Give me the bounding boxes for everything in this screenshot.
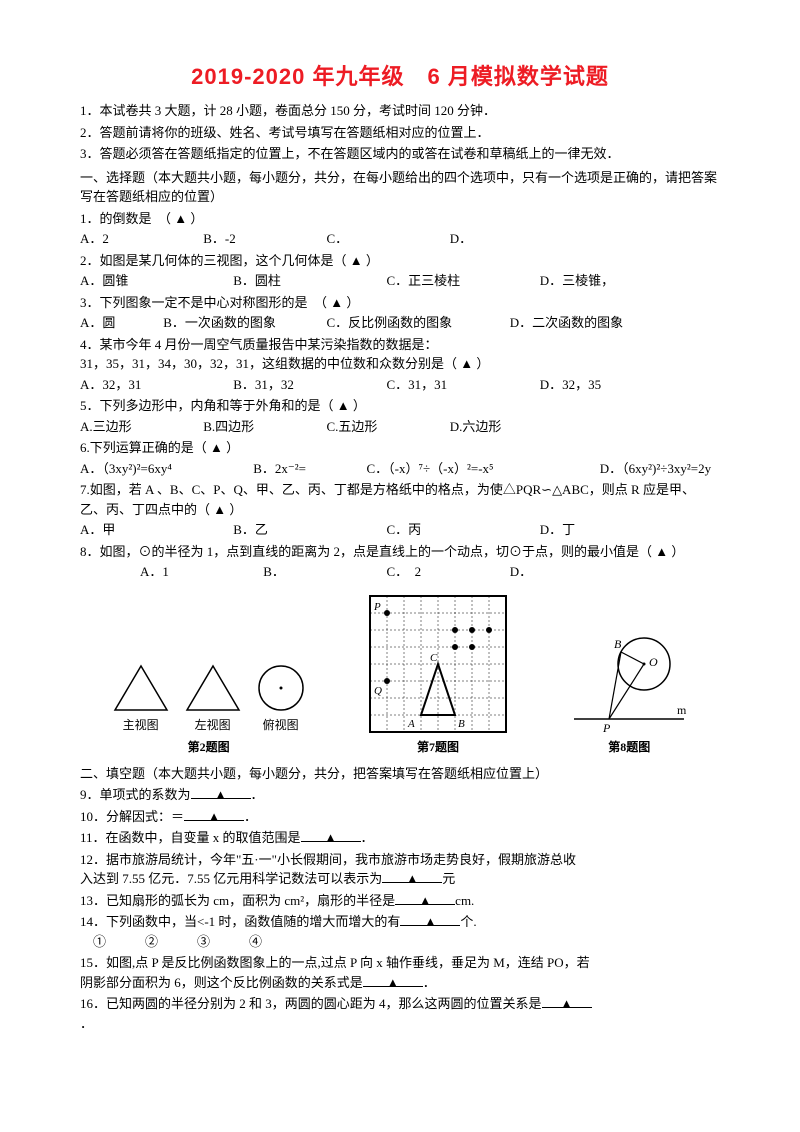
grid-figure-icon: P Q C A B	[368, 594, 508, 734]
q4-a: A．32，31	[80, 375, 230, 395]
question-5: 5．下列多边形中，内角和等于外角和的是（ ▲ ）	[80, 396, 720, 416]
circle-tangent-figure-icon: B O P m	[569, 634, 689, 734]
blank-10: ▲	[184, 807, 244, 821]
q6-a: A．（3xy²)²=6xy⁴	[80, 459, 250, 479]
q5-a: A.三边形	[80, 417, 200, 437]
q3-c: C．反比例函数的图象	[327, 313, 507, 333]
q8-b: B．	[263, 562, 383, 582]
q3-d: D．二次函数的图象	[510, 313, 623, 333]
blank-15: ▲	[363, 973, 423, 987]
left-view-label: 左视图	[195, 716, 231, 734]
q5-d: D.六边形	[450, 417, 570, 437]
question-10: 10．分解因式：＝▲．	[80, 807, 720, 827]
svg-text:B: B	[614, 637, 622, 651]
q7-c: C．丙	[387, 520, 537, 540]
figure-2-caption: 第2题图	[188, 738, 230, 756]
question-4-line2: 31，35，31，34，30，32，31，这组数据的中位数和众数分别是（ ▲ ）	[80, 354, 720, 374]
question-8-options: A．1 B． C． 2 D．	[80, 562, 720, 582]
question-11: 11．在函数中，自变量 x 的取值范围是▲．	[80, 828, 720, 848]
question-8: 8．如图，⊙的半径为 1，点到直线的距离为 2，点是直线上的一个动点，切⊙于点，…	[80, 542, 720, 562]
blank-16: ▲	[542, 994, 592, 1008]
circle-top-view-icon	[255, 662, 307, 714]
main-view-label: 主视图	[123, 716, 159, 734]
section-2-header: 二、填空题（本大题共小题，每小题分，共分，把答案填写在答题纸相应位置上）	[80, 764, 720, 784]
instruction-2: 2．答题前请将你的班级、姓名、考试号填写在答题纸相对应的位置上．	[80, 123, 720, 143]
q7-a: A．甲	[80, 520, 230, 540]
question-16: 16．已知两圆的半径分别为 2 和 3，两圆的圆心距为 4，那么这两圆的位置关系…	[80, 994, 720, 1033]
q6-b: B．2x⁻²=	[253, 459, 363, 479]
question-12: 12．据市旅游局统计，今年"五·一"小长假期间，我市旅游市场走势良好，假期旅游总…	[80, 850, 720, 889]
question-3: 3．下列图象一定不是中心对称图形的是 （ ▲ ）	[80, 293, 720, 313]
blank-9: ▲	[191, 785, 251, 799]
question-13: 13．已知扇形的弧长为 cm，面积为 cm²，扇形的半径是▲cm.	[80, 891, 720, 911]
q3-a: A．圆	[80, 313, 160, 333]
section-1-header: 一、选择题（本大题共小题，每小题分，共分，在每小题给出的四个选项中，只有一个选项…	[80, 168, 720, 207]
triangle-main-view-icon	[111, 662, 171, 714]
blank-12: ▲	[382, 869, 442, 883]
svg-text:m: m	[677, 703, 687, 717]
q5-b: B.四边形	[203, 417, 323, 437]
question-9: 9．单项式的系数为▲．	[80, 785, 720, 805]
q2-c: C．正三棱柱	[387, 271, 537, 291]
q1-c: C．	[327, 229, 447, 249]
figure-7-caption: 第7题图	[417, 738, 459, 756]
svg-text:Q: Q	[374, 685, 382, 697]
question-14: 14．下列函数中，当<-1 时，函数值随的增大而增大的有▲个. ① ② ③ ④	[80, 912, 720, 951]
q1-d: D．	[450, 229, 570, 249]
q7-b: B．乙	[233, 520, 383, 540]
q1-a: A．2	[80, 229, 200, 249]
q4-c: C．31，31	[387, 375, 537, 395]
question-15: 15．如图,点 P 是反比例函数图象上的一点,过点 P 向 x 轴作垂线，垂足为…	[80, 953, 720, 992]
figures-row: 主视图 左视图 俯视图 第2题图	[80, 594, 720, 756]
figure-2-group: 主视图 左视图 俯视图 第2题图	[111, 662, 307, 756]
triangle-left-view-icon	[183, 662, 243, 714]
question-6-options: A．（3xy²)²=6xy⁴ B．2x⁻²= C．（-x）⁷÷（-x）²=-x⁵…	[80, 459, 720, 479]
q6-c: C．（-x）⁷÷（-x）²=-x⁵	[367, 459, 597, 479]
question-2-options: A．圆锥 B．圆柱 C．正三棱柱 D．三棱锥，	[80, 271, 720, 291]
figure-8-group: B O P m 第8题图	[569, 634, 689, 756]
q7-d: D．丁	[540, 520, 690, 540]
figure-8-caption: 第8题图	[608, 738, 650, 756]
top-view-label: 俯视图	[263, 716, 299, 734]
q2-d: D．三棱锥，	[540, 271, 690, 291]
q4-d: D．32，35	[540, 375, 690, 395]
instruction-3: 3．答题必须答在答题纸指定的位置上，不在答题区域内的或答在试卷和草稿纸上的一律无…	[80, 144, 720, 164]
question-2: 2．如图是某几何体的三视图，这个几何体是（ ▲ ）	[80, 251, 720, 271]
blank-11: ▲	[301, 828, 361, 842]
question-4-line1: 4．某市今年 4 月份一周空气质量报告中某污染指数的数据是：	[80, 335, 720, 355]
q8-a: A．1	[140, 562, 260, 582]
svg-text:A: A	[407, 718, 415, 730]
svg-text:C: C	[430, 652, 438, 664]
q8-c: C． 2	[387, 562, 507, 582]
svg-text:O: O	[649, 655, 658, 669]
question-3-options: A．圆 B．一次函数的图象 C．反比例函数的图象 D．二次函数的图象	[80, 313, 720, 333]
question-7-options: A．甲 B．乙 C．丙 D．丁	[80, 520, 720, 540]
page-title: 2019-2020 年九年级 6 月模拟数学试题	[80, 60, 720, 93]
blank-13: ▲	[395, 891, 455, 905]
question-5-options: A.三边形 B.四边形 C.五边形 D.六边形	[80, 417, 720, 437]
question-6: 6.下列运算正确的是（ ▲ ）	[80, 438, 720, 458]
question-4-options: A．32，31 B．31，32 C．31，31 D．32，35	[80, 375, 720, 395]
q2-a: A．圆锥	[80, 271, 230, 291]
q4-b: B．31，32	[233, 375, 383, 395]
q1-b: B．-2	[203, 229, 323, 249]
figure-7-group: P Q C A B 第7题图	[368, 594, 508, 756]
q3-b: B．一次函数的图象	[163, 313, 323, 333]
question-1-options: A．2 B．-2 C． D．	[80, 229, 720, 249]
q8-d: D．	[510, 562, 630, 582]
blank-14: ▲	[400, 912, 460, 926]
svg-text:B: B	[458, 718, 465, 730]
question-1: 1．的倒数是 （ ▲ ）	[80, 209, 720, 229]
instruction-1: 1．本试卷共 3 大题，计 28 小题，卷面总分 150 分，考试时间 120 …	[80, 101, 720, 121]
q6-d: D．（6xy²)²÷3xy²=2y	[600, 459, 711, 479]
q2-b: B．圆柱	[233, 271, 383, 291]
question-7: 7.如图，若 A 、B、C、P、Q、甲、乙、丙、丁都是方格纸中的格点，为使△PQ…	[80, 480, 720, 519]
q5-c: C.五边形	[327, 417, 447, 437]
svg-text:P: P	[602, 721, 611, 734]
svg-text:P: P	[373, 601, 381, 613]
